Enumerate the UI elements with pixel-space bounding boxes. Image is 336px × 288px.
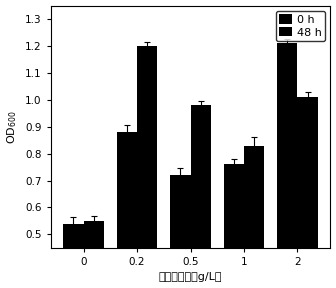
Bar	[244, 145, 264, 288]
Bar	[117, 132, 137, 288]
Bar	[170, 175, 191, 288]
Y-axis label: OD$_{600}$: OD$_{600}$	[6, 110, 19, 143]
Bar	[137, 46, 157, 288]
Bar	[277, 43, 297, 288]
Bar	[224, 164, 244, 288]
Legend: 0 h, 48 h: 0 h, 48 h	[276, 11, 325, 41]
Bar	[191, 105, 211, 288]
Bar	[63, 223, 84, 288]
Bar	[84, 221, 104, 288]
Bar	[297, 97, 318, 288]
X-axis label: 绿原酸含量（g/L）: 绿原酸含量（g/L）	[159, 272, 222, 283]
